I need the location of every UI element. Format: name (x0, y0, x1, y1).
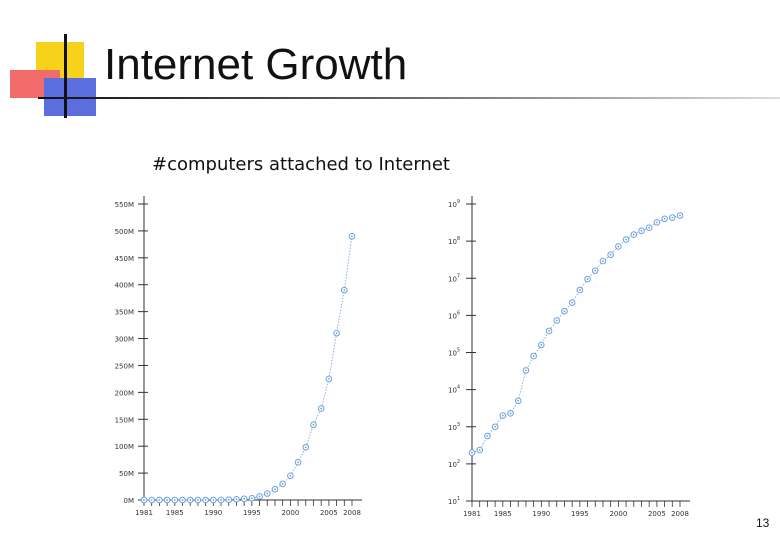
linear-chart-y-tick-label: 350M (115, 309, 134, 317)
linear-chart-y-tick-label: 50M (119, 470, 134, 478)
log-chart-y-tick-label: 106 (448, 310, 460, 320)
log-chart-data-point-center (663, 217, 666, 220)
log-chart-y-tick-label: 109 (448, 199, 460, 209)
log-chart-data-point-center (578, 289, 581, 291)
linear-chart-data-point-center (220, 499, 222, 501)
linear-chart-data-point-center (297, 461, 299, 464)
linear-chart-data-point-center (351, 235, 353, 238)
linear-chart-data-point-center (158, 499, 161, 501)
log-chart-data-point-center (478, 449, 481, 451)
linear-chart-data-point-center (289, 474, 292, 477)
slide-title: Internet Growth (104, 40, 408, 89)
log-chart-data-point-center (555, 319, 558, 322)
log-chart-data-point-center (471, 451, 473, 454)
linear-chart-y-tick-label: 550M (115, 201, 134, 209)
log-chart-data-point-center (671, 216, 674, 219)
linear-chart-data-point-center (258, 495, 261, 498)
linear-chart-data-point-center (327, 378, 330, 380)
log-chart-y-tick-label: 107 (448, 273, 460, 283)
log-chart-data-point-center (548, 330, 550, 332)
linear-chart-data-point-center (181, 499, 184, 501)
page-number: 13 (756, 516, 770, 530)
log-chart-data-point-center (540, 344, 543, 346)
linear-chart-data-point-center (197, 499, 199, 501)
linear-chart-y-tick-label: 500M (115, 228, 134, 236)
log-chart-data-point-center (655, 221, 658, 224)
linear-chart-data-point-center (304, 446, 307, 449)
linear-chart-data-point-center (243, 497, 246, 500)
log-chart-data-point-center (594, 269, 597, 272)
slide-subtitle: #computers attached to Internet (152, 154, 450, 175)
linear-chart-data-point-center (166, 499, 169, 501)
log-chart-data-point-center (532, 355, 535, 357)
linear-chart-x-tick-label: 1985 (166, 509, 184, 517)
linear-chart-data-point-center (150, 499, 153, 501)
linear-chart-data-point-center (235, 498, 238, 501)
log-chart-data-point-center (525, 369, 527, 372)
log-chart-x-tick-label: 2008 (671, 510, 689, 518)
log-chart-x-tick-label: 2005 (648, 510, 666, 518)
log-chart-data-point-center (517, 399, 520, 402)
linear-chart-x-tick-label: 2000 (281, 509, 299, 517)
log-chart-y-tick-label: 102 (448, 459, 460, 469)
linear-chart-data-point-center (343, 289, 346, 292)
log-chart-data-point-center (571, 301, 574, 304)
linear-chart-data-point-center (173, 499, 176, 501)
log-chart-data-point-center (609, 253, 612, 256)
log-chart-y-tick-label: 105 (448, 348, 460, 358)
log-chart-x-tick-label: 1990 (532, 510, 550, 518)
linear-chart-data-point-center (189, 499, 192, 501)
linear-chart-data-point-center (250, 497, 253, 500)
linear-chart-data-point-center (312, 423, 315, 426)
log-chart-x-tick-label: 1981 (463, 510, 481, 518)
log-chart-y-tick-label: 101 (448, 496, 460, 506)
log-chart-data-point-center (509, 412, 512, 415)
deco-vertical-line (64, 34, 67, 118)
log-chart-x-tick-label: 1995 (571, 510, 589, 518)
log-chart-data-point-center (602, 260, 604, 262)
log-chart-data-point-center (563, 310, 566, 313)
log-chart-data-point-center (494, 425, 497, 428)
linear-chart-data-point-center (227, 498, 230, 501)
log-chart-data-point-center (586, 278, 589, 280)
linear-chart-y-tick-label: 300M (115, 336, 134, 344)
linear-chart-data-point-center (266, 492, 269, 495)
linear-chart-x-tick-label: 2008 (343, 509, 361, 517)
linear-chart-data-point-center (212, 499, 215, 501)
linear-chart-x-tick-label: 1995 (243, 509, 261, 517)
linear-chart-x-tick-label: 1981 (135, 509, 153, 517)
log-chart-data-point-center (501, 414, 504, 417)
linear-chart-y-tick-label: 250M (115, 362, 134, 370)
linear-chart-x-tick-label: 1990 (204, 509, 222, 517)
log-chart-y-tick-label: 108 (448, 236, 460, 246)
linear-chart-y-tick-label: 150M (115, 416, 134, 424)
log-chart-data-point-center (640, 229, 643, 232)
linear-chart-data-point-center (320, 407, 323, 410)
linear-chart-data-point-center (204, 499, 207, 501)
linear-chart-y-tick-label: 400M (115, 282, 134, 290)
log-chart-data-point-center (486, 435, 489, 437)
linear-chart-y-tick-label: 200M (115, 389, 134, 397)
log-chart-data-point-center (632, 233, 635, 236)
linear-chart-data-point-center (335, 332, 338, 335)
log-chart-x-tick-label: 1985 (494, 510, 512, 518)
log-chart-data-point-center (648, 226, 651, 229)
log-chart-x-tick-label: 2000 (609, 510, 627, 518)
linear-chart-y-tick-label: 450M (115, 255, 134, 263)
log-chart-series-line (471, 215, 681, 454)
linear-chart-y-tick-label: 0M (124, 497, 135, 505)
log-chart-y-tick-label: 103 (448, 422, 460, 432)
linear-chart-data-point-center (274, 488, 276, 491)
log-chart-data-point-center (617, 245, 620, 248)
linear-chart-y-tick-label: 100M (115, 443, 134, 451)
deco-horizontal-line (38, 97, 780, 99)
linear-chart-data-point-center (143, 499, 145, 501)
log-chart-data-point-center (679, 214, 681, 217)
linear-chart-x-tick-label: 2005 (320, 509, 338, 517)
linear-chart-data-point-center (281, 482, 284, 485)
log-chart-y-tick-label: 104 (448, 385, 460, 395)
log-chart-data-point-center (625, 238, 627, 241)
